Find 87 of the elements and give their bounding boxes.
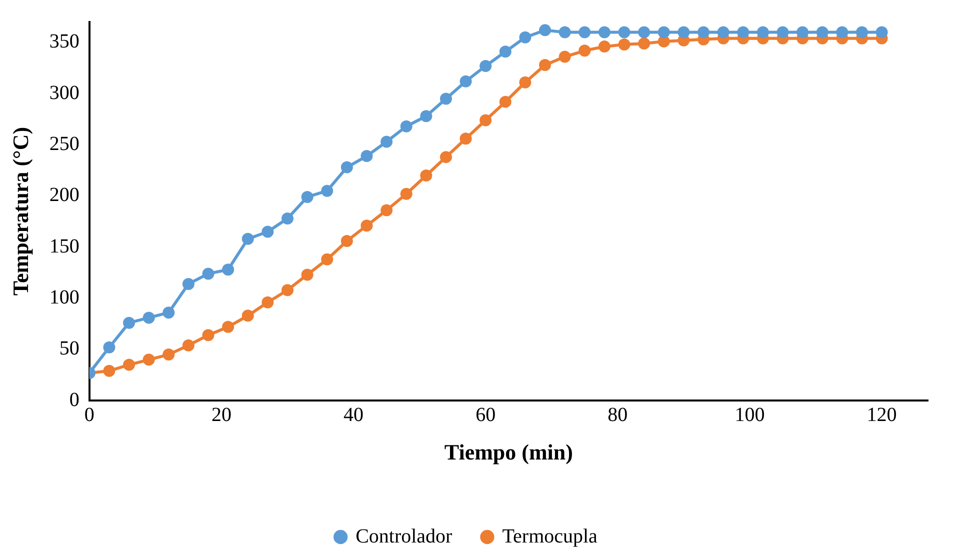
point bbox=[480, 60, 492, 72]
point bbox=[103, 341, 116, 354]
point bbox=[756, 26, 769, 38]
point bbox=[262, 296, 274, 308]
point bbox=[182, 339, 194, 352]
y-tick-label: 150 bbox=[49, 235, 80, 258]
point bbox=[400, 188, 412, 200]
point bbox=[440, 92, 452, 105]
point bbox=[281, 212, 294, 224]
point bbox=[202, 329, 214, 342]
point bbox=[142, 312, 155, 324]
point bbox=[400, 120, 412, 132]
point bbox=[162, 306, 175, 319]
point bbox=[182, 278, 194, 290]
point bbox=[678, 26, 690, 38]
point bbox=[301, 268, 314, 281]
point bbox=[618, 38, 630, 51]
point bbox=[420, 169, 432, 182]
point bbox=[142, 354, 155, 366]
legend-label: Controlador bbox=[356, 525, 453, 548]
point bbox=[123, 358, 136, 371]
point bbox=[578, 44, 591, 57]
y-tick-label: 50 bbox=[59, 338, 80, 360]
point bbox=[697, 26, 710, 38]
x-tick-label: 0 bbox=[84, 404, 94, 426]
point bbox=[836, 26, 848, 38]
point bbox=[737, 26, 750, 38]
point bbox=[202, 268, 214, 280]
point bbox=[242, 232, 254, 245]
point bbox=[360, 220, 373, 232]
point bbox=[420, 110, 432, 122]
point bbox=[360, 150, 373, 162]
point bbox=[281, 284, 294, 296]
point bbox=[717, 26, 730, 38]
point bbox=[321, 253, 334, 266]
point bbox=[816, 26, 828, 38]
point bbox=[876, 26, 888, 38]
point bbox=[440, 151, 452, 164]
x-tick-label: 100 bbox=[734, 404, 765, 426]
y-axis-title: Temperatura (°C) bbox=[8, 126, 33, 296]
point bbox=[638, 26, 650, 38]
point bbox=[539, 24, 552, 36]
x-tick-label: 40 bbox=[344, 404, 364, 426]
point bbox=[103, 364, 116, 377]
y-tick-label: 0 bbox=[69, 388, 80, 411]
point bbox=[123, 316, 136, 329]
point bbox=[519, 31, 532, 44]
point bbox=[162, 348, 175, 361]
point bbox=[262, 226, 274, 238]
y-tick-label: 200 bbox=[49, 184, 80, 206]
point bbox=[618, 26, 630, 38]
point bbox=[460, 75, 472, 88]
y-tick-label: 100 bbox=[49, 286, 80, 309]
point bbox=[242, 310, 254, 322]
x-axis-title: Tiempo (min) bbox=[444, 439, 573, 464]
x-tick-label: 120 bbox=[866, 404, 897, 426]
point bbox=[380, 204, 393, 216]
point bbox=[776, 26, 789, 38]
point bbox=[380, 136, 393, 148]
y-tick-label: 350 bbox=[49, 30, 80, 53]
point bbox=[796, 26, 809, 38]
point bbox=[480, 114, 492, 126]
point bbox=[499, 46, 512, 58]
point bbox=[460, 132, 472, 145]
point bbox=[340, 161, 353, 174]
point bbox=[598, 40, 610, 53]
point bbox=[856, 26, 868, 38]
point bbox=[222, 264, 234, 276]
point bbox=[539, 58, 552, 71]
point bbox=[638, 37, 650, 50]
point bbox=[598, 26, 610, 38]
point bbox=[658, 26, 670, 38]
point bbox=[578, 26, 591, 38]
point bbox=[321, 184, 334, 197]
point bbox=[558, 50, 571, 63]
x-tick-label: 20 bbox=[211, 404, 232, 426]
point bbox=[340, 234, 353, 247]
point bbox=[519, 76, 532, 88]
point bbox=[222, 320, 234, 333]
y-tick-label: 300 bbox=[49, 82, 80, 104]
legend-label: Termocupla bbox=[502, 525, 598, 548]
point bbox=[558, 26, 571, 38]
point bbox=[301, 190, 314, 203]
x-tick-label: 60 bbox=[476, 404, 496, 426]
y-tick-label: 250 bbox=[49, 133, 80, 156]
x-tick-label: 80 bbox=[608, 404, 628, 426]
point bbox=[499, 96, 512, 108]
